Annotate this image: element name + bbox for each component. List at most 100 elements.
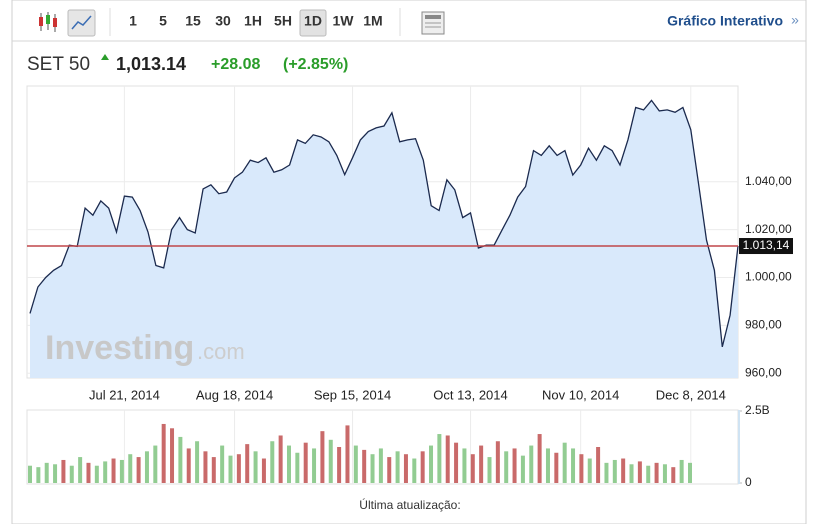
volume-bar bbox=[94, 465, 99, 483]
volume-bar bbox=[345, 425, 350, 483]
x-tick-label: Oct 13, 2014 bbox=[433, 387, 507, 402]
volume-bar bbox=[688, 462, 692, 483]
volume-bar bbox=[44, 462, 49, 483]
volume-bar bbox=[654, 462, 659, 483]
volume-bar bbox=[161, 423, 166, 483]
period-button[interactable]: 15 bbox=[185, 13, 201, 29]
volume-bar bbox=[295, 452, 300, 483]
volume-bar bbox=[328, 439, 333, 483]
watermark-brand: Investing bbox=[45, 329, 194, 367]
period-button[interactable]: 5 bbox=[159, 13, 167, 29]
volume-bar bbox=[495, 441, 500, 483]
x-tick-label: Jul 21, 2014 bbox=[89, 387, 160, 402]
volume-bar bbox=[211, 457, 216, 483]
period-button[interactable]: 1 bbox=[129, 13, 137, 29]
volume-bar bbox=[646, 465, 651, 483]
volume-bar bbox=[579, 454, 584, 483]
volume-bar bbox=[454, 442, 459, 483]
volume-bar bbox=[679, 459, 684, 483]
volume-bar bbox=[537, 434, 542, 483]
volume-bar bbox=[412, 458, 417, 483]
watermark-suffix: .com bbox=[197, 339, 245, 364]
volume-bar bbox=[353, 445, 358, 483]
volume-bar bbox=[362, 449, 367, 483]
volume-bar bbox=[337, 447, 342, 483]
line-icon[interactable] bbox=[67, 9, 96, 37]
y-tick-label: 2.5B bbox=[745, 403, 770, 417]
volume-bar bbox=[245, 444, 250, 483]
period-button[interactable]: 1D bbox=[304, 13, 322, 29]
volume-bar bbox=[36, 467, 41, 483]
quote-name: SET 50 bbox=[27, 54, 90, 75]
volume-bar bbox=[671, 467, 676, 483]
volume-bar bbox=[286, 445, 291, 483]
volume-bar bbox=[529, 445, 534, 483]
volume-bar bbox=[479, 445, 484, 483]
price-tag-label: 1.013,14 bbox=[743, 238, 790, 252]
volume-bar bbox=[370, 454, 375, 483]
volume-bar bbox=[445, 435, 450, 483]
volume-bar bbox=[203, 451, 208, 483]
volume-bar bbox=[270, 441, 275, 483]
up-arrow bbox=[101, 54, 109, 60]
volume-bar bbox=[562, 442, 567, 483]
quote-change-pct: (+2.85%) bbox=[283, 56, 348, 73]
volume-bar bbox=[462, 448, 467, 483]
volume-bar bbox=[278, 435, 283, 483]
x-tick-label: Dec 8, 2014 bbox=[656, 387, 726, 402]
period-button[interactable]: 30 bbox=[215, 13, 231, 29]
volume-bar bbox=[554, 452, 559, 483]
y-tick-label: 1.020,00 bbox=[745, 222, 792, 236]
volume-bar bbox=[195, 441, 200, 483]
volume-bar bbox=[170, 428, 175, 483]
volume-bar bbox=[236, 454, 241, 483]
plot-layer bbox=[27, 86, 739, 484]
volume-bar bbox=[378, 448, 383, 483]
volume-bar bbox=[612, 459, 617, 483]
volume-bar bbox=[320, 431, 325, 483]
volume-bar bbox=[596, 447, 601, 483]
volume-bar bbox=[545, 448, 550, 483]
volume-bar bbox=[487, 457, 492, 483]
period-button[interactable]: 1M bbox=[363, 13, 382, 29]
volume-bar bbox=[429, 445, 434, 483]
volume-bar bbox=[136, 457, 141, 483]
period-button[interactable]: 1H bbox=[244, 13, 262, 29]
volume-bar bbox=[512, 448, 517, 483]
volume-bar bbox=[61, 459, 66, 483]
y-tick-label: 1.000,00 bbox=[745, 270, 792, 284]
candle-icon[interactable] bbox=[39, 12, 57, 32]
volume-bar bbox=[504, 451, 509, 483]
volume-bar bbox=[228, 455, 233, 483]
period-button[interactable]: 1W bbox=[333, 13, 355, 29]
volume-bar bbox=[604, 462, 609, 483]
volume-bar bbox=[128, 454, 133, 483]
volume-bar bbox=[28, 465, 32, 483]
volume-bar bbox=[637, 461, 642, 483]
y-tick-label: 960,00 bbox=[745, 365, 782, 379]
quote-price: 1,013.14 bbox=[116, 54, 186, 74]
volume-bar bbox=[470, 454, 475, 483]
volume-bar bbox=[53, 464, 58, 483]
volume-bar bbox=[261, 458, 266, 483]
volume-bar bbox=[303, 442, 308, 483]
interactive-link[interactable]: Gráfico Interativo bbox=[667, 13, 783, 29]
link-arrow[interactable]: » bbox=[791, 12, 799, 28]
volume-bar bbox=[420, 451, 425, 483]
price-area bbox=[30, 100, 738, 379]
volume-bar bbox=[662, 464, 667, 483]
quote-change: +28.08 bbox=[211, 56, 260, 73]
volume-bar bbox=[571, 448, 576, 483]
period-button[interactable]: 5H bbox=[274, 13, 292, 29]
volume-bar bbox=[153, 445, 158, 483]
volume-bar bbox=[186, 448, 191, 483]
volume-bar bbox=[395, 451, 400, 483]
price-tag bbox=[739, 238, 793, 255]
volume-bar bbox=[86, 462, 91, 483]
window-icon[interactable] bbox=[421, 11, 445, 35]
volume-bar bbox=[178, 436, 183, 483]
volume-bar bbox=[78, 457, 83, 483]
volume-bar bbox=[587, 458, 592, 483]
volume-bar bbox=[144, 451, 149, 483]
